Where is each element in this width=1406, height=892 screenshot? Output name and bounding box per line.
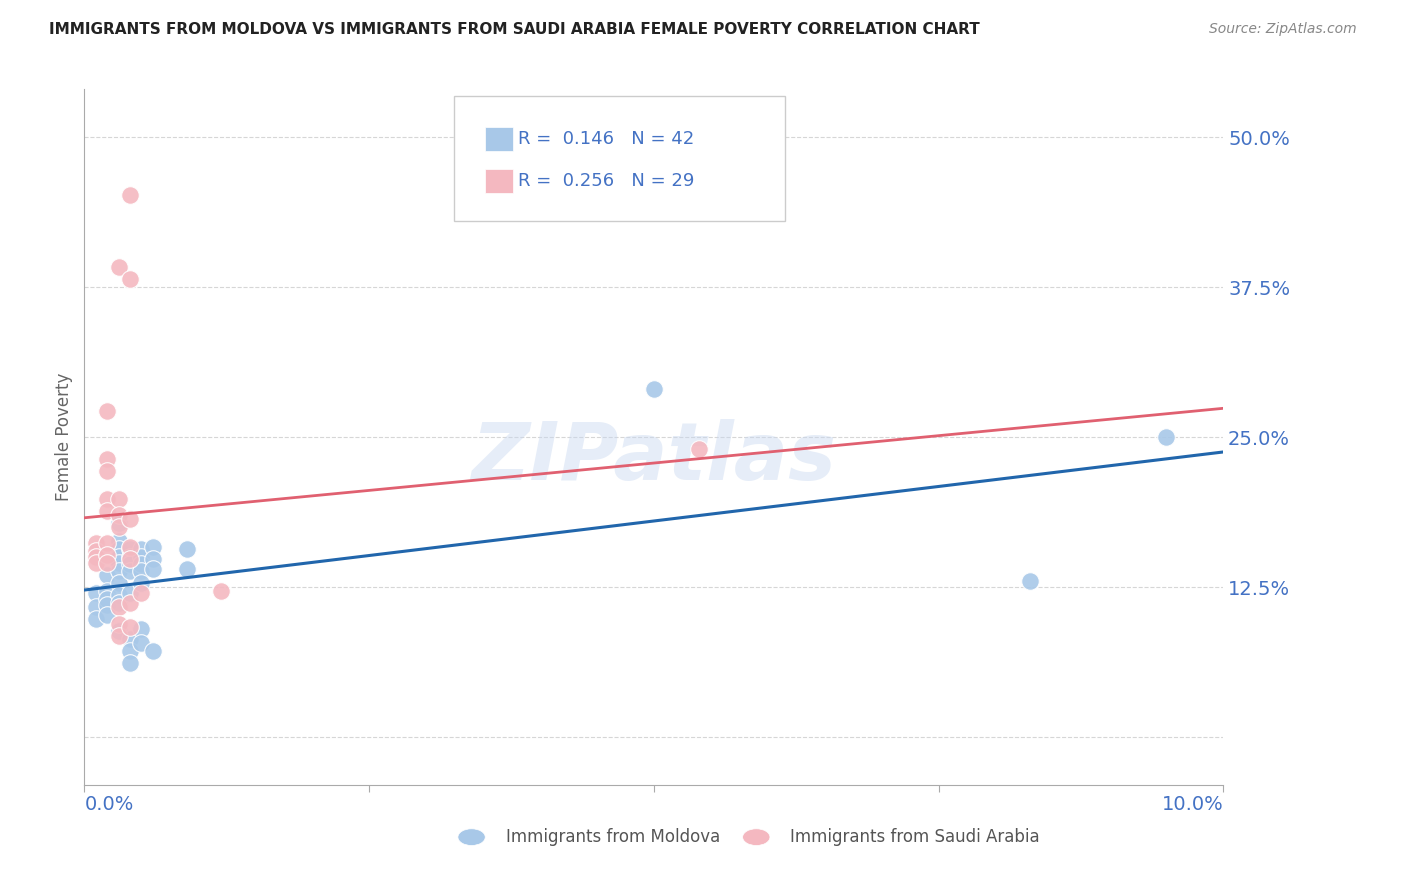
Point (1156, 430, 1178, 444)
Point (107, 516, 129, 531)
Point (107, 589, 129, 603)
Point (209, 583, 232, 598)
Text: 0.0%: 0.0% (84, 795, 134, 814)
Point (96, 607, 118, 622)
Point (84, 544, 107, 558)
Point (118, 552, 141, 566)
Point (107, 624, 129, 639)
Text: R =  0.146   N = 42: R = 0.146 N = 42 (517, 130, 695, 148)
Point (107, 565, 129, 579)
Point (142, 541, 165, 555)
Point (96, 568, 118, 582)
Point (96, 464, 118, 478)
Point (107, 556, 129, 570)
Point (118, 541, 141, 555)
Text: IMMIGRANTS FROM MOLDOVA VS IMMIGRANTS FROM SAUDI ARABIA FEMALE POVERTY CORRELATI: IMMIGRANTS FROM MOLDOVA VS IMMIGRANTS FR… (49, 22, 980, 37)
Point (96, 451, 118, 466)
Point (118, 549, 141, 564)
Point (643, 382, 665, 396)
Point (118, 541, 141, 556)
Text: Immigrants from Saudi Arabia: Immigrants from Saudi Arabia (790, 828, 1040, 847)
Text: R =  0.256   N = 29: R = 0.256 N = 29 (517, 172, 695, 190)
Point (118, 558, 141, 572)
Point (118, 656, 141, 670)
Point (107, 629, 129, 643)
Point (107, 596, 129, 610)
Point (131, 558, 153, 572)
Point (84, 556, 107, 570)
Point (107, 520, 129, 534)
Point (96, 535, 118, 549)
Point (142, 552, 165, 566)
Point (118, 643, 141, 657)
Point (107, 541, 129, 556)
Point (118, 632, 141, 646)
Point (131, 549, 153, 564)
Text: 10.0%: 10.0% (1161, 795, 1223, 814)
Point (84, 600, 107, 615)
FancyBboxPatch shape (485, 128, 513, 151)
Point (131, 541, 153, 556)
Point (118, 565, 141, 579)
Point (96, 592, 118, 607)
Point (1018, 574, 1040, 588)
Point (142, 562, 165, 576)
Point (96, 492, 118, 507)
Point (131, 636, 153, 650)
Point (107, 492, 129, 507)
Point (118, 511, 141, 525)
Point (107, 600, 129, 615)
Point (176, 562, 198, 576)
Y-axis label: Female Poverty: Female Poverty (55, 373, 73, 501)
Point (84, 586, 107, 600)
Point (96, 598, 118, 612)
Point (118, 586, 141, 600)
Circle shape (742, 829, 770, 846)
Circle shape (458, 829, 485, 846)
FancyBboxPatch shape (454, 96, 785, 221)
Point (131, 586, 153, 600)
Point (107, 549, 129, 564)
Point (107, 508, 129, 522)
Point (84, 612, 107, 626)
Point (96, 504, 118, 518)
Text: ZIPatlas: ZIPatlas (471, 419, 837, 497)
Point (142, 643, 165, 657)
Point (107, 617, 129, 632)
Point (131, 576, 153, 591)
Point (107, 260, 129, 274)
Point (96, 556, 118, 570)
Point (118, 271, 141, 285)
Point (96, 403, 118, 417)
Point (84, 535, 107, 549)
Point (96, 583, 118, 598)
Point (176, 541, 198, 556)
FancyBboxPatch shape (485, 169, 513, 193)
Point (84, 549, 107, 564)
Point (107, 576, 129, 591)
Text: Immigrants from Moldova: Immigrants from Moldova (506, 828, 720, 847)
Point (118, 619, 141, 633)
Point (118, 596, 141, 610)
Text: Source: ZipAtlas.com: Source: ZipAtlas.com (1209, 22, 1357, 37)
Point (131, 622, 153, 636)
Point (107, 534, 129, 549)
Point (96, 548, 118, 562)
Point (118, 187, 141, 202)
Point (688, 442, 710, 456)
Point (131, 565, 153, 579)
